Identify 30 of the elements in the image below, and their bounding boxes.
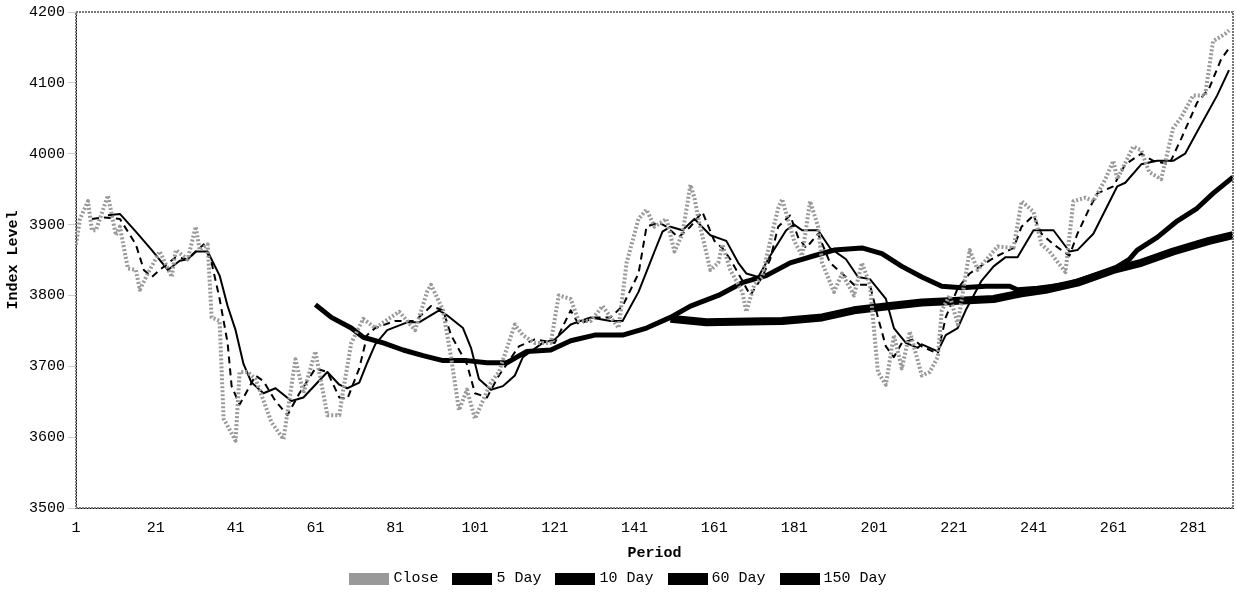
x-tick-label: 61	[306, 519, 325, 537]
x-tick-label: 101	[461, 519, 489, 537]
x-tick-label: 181	[780, 519, 808, 537]
x-tick-label: 121	[541, 519, 569, 537]
x-tick-label: 221	[940, 519, 968, 537]
x-tick-label: 1	[71, 519, 81, 537]
y-tick-label: 3600	[28, 429, 66, 447]
legend-label: 60 Day	[711, 570, 766, 587]
x-tick-label: 261	[1099, 519, 1127, 537]
y-tick-label: 4000	[28, 145, 66, 163]
y-tick-label: 4100	[28, 74, 66, 92]
x-tick-label: 161	[700, 519, 728, 537]
x-tick-label: 21	[146, 519, 165, 537]
y-tick-label: 3500	[28, 499, 66, 517]
y-axis-title: Index Level	[4, 210, 22, 310]
x-tick-label: 241	[1020, 519, 1048, 537]
y-tick-label: 4200	[28, 3, 66, 21]
x-tick-label: 281	[1179, 519, 1207, 537]
legend-label: 150 Day	[823, 570, 887, 587]
x-tick-label: 41	[226, 519, 245, 537]
legend-label: Close	[393, 570, 439, 587]
y-tick-label: 3800	[28, 287, 66, 305]
x-tick-label: 201	[860, 519, 888, 537]
legend-label: 10 Day	[599, 570, 654, 587]
x-tick-label: 141	[621, 519, 649, 537]
legend-label: 5 Day	[496, 570, 542, 587]
y-tick-label: 3700	[28, 358, 66, 376]
x-tick-label: 81	[386, 519, 405, 537]
y-tick-label: 3900	[28, 216, 66, 234]
x-axis-title: Period	[627, 544, 682, 562]
